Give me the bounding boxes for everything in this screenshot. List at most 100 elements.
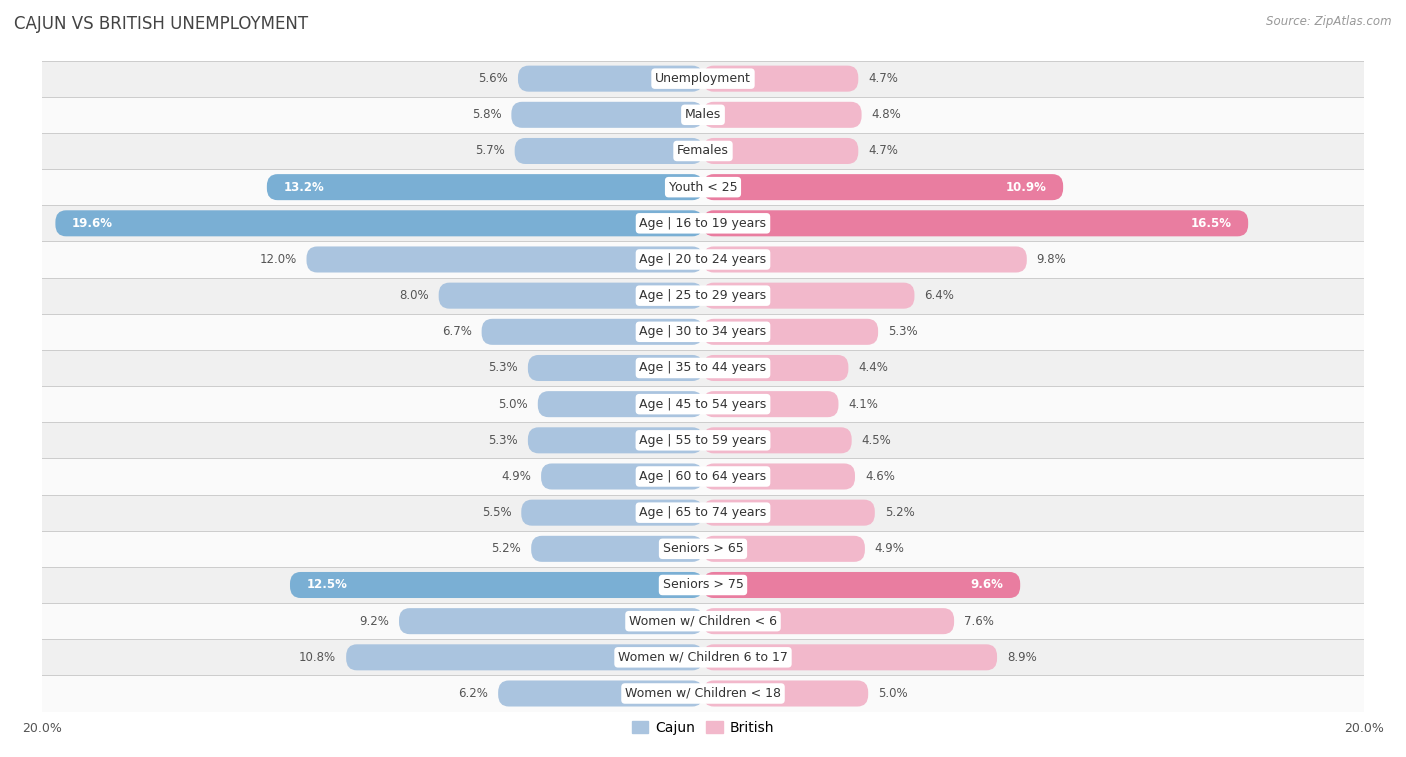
- Text: 19.6%: 19.6%: [72, 217, 112, 230]
- Text: 5.3%: 5.3%: [889, 326, 918, 338]
- Text: 5.2%: 5.2%: [884, 506, 914, 519]
- FancyBboxPatch shape: [703, 319, 879, 345]
- Text: 4.9%: 4.9%: [502, 470, 531, 483]
- Text: 6.4%: 6.4%: [924, 289, 955, 302]
- Bar: [42, 675, 1364, 712]
- FancyBboxPatch shape: [399, 608, 703, 634]
- Text: Source: ZipAtlas.com: Source: ZipAtlas.com: [1267, 15, 1392, 28]
- Text: Males: Males: [685, 108, 721, 121]
- FancyBboxPatch shape: [541, 463, 703, 490]
- Text: 5.2%: 5.2%: [492, 542, 522, 556]
- Text: 12.0%: 12.0%: [259, 253, 297, 266]
- Text: Women w/ Children < 18: Women w/ Children < 18: [626, 687, 780, 700]
- FancyBboxPatch shape: [482, 319, 703, 345]
- FancyBboxPatch shape: [346, 644, 703, 671]
- Text: 4.4%: 4.4%: [858, 362, 889, 375]
- FancyBboxPatch shape: [522, 500, 703, 525]
- Text: Age | 16 to 19 years: Age | 16 to 19 years: [640, 217, 766, 230]
- Text: 4.8%: 4.8%: [872, 108, 901, 121]
- Text: 16.5%: 16.5%: [1191, 217, 1232, 230]
- Text: 5.0%: 5.0%: [879, 687, 908, 700]
- Text: Seniors > 75: Seniors > 75: [662, 578, 744, 591]
- FancyBboxPatch shape: [267, 174, 703, 200]
- Text: Seniors > 65: Seniors > 65: [662, 542, 744, 556]
- Legend: Cajun, British: Cajun, British: [626, 715, 780, 740]
- FancyBboxPatch shape: [703, 681, 868, 706]
- Text: 6.2%: 6.2%: [458, 687, 488, 700]
- Text: 9.8%: 9.8%: [1036, 253, 1067, 266]
- Text: 5.8%: 5.8%: [472, 108, 502, 121]
- Text: 5.3%: 5.3%: [488, 362, 517, 375]
- FancyBboxPatch shape: [703, 644, 997, 671]
- Bar: [42, 350, 1364, 386]
- Text: 4.9%: 4.9%: [875, 542, 904, 556]
- Text: Age | 60 to 64 years: Age | 60 to 64 years: [640, 470, 766, 483]
- FancyBboxPatch shape: [703, 500, 875, 525]
- FancyBboxPatch shape: [527, 427, 703, 453]
- FancyBboxPatch shape: [703, 101, 862, 128]
- Text: 4.6%: 4.6%: [865, 470, 894, 483]
- Text: 5.3%: 5.3%: [488, 434, 517, 447]
- FancyBboxPatch shape: [517, 66, 703, 92]
- Text: Age | 45 to 54 years: Age | 45 to 54 years: [640, 397, 766, 410]
- Text: 4.5%: 4.5%: [862, 434, 891, 447]
- Bar: [42, 494, 1364, 531]
- Text: 8.0%: 8.0%: [399, 289, 429, 302]
- Text: Women w/ Children 6 to 17: Women w/ Children 6 to 17: [619, 651, 787, 664]
- FancyBboxPatch shape: [439, 282, 703, 309]
- Text: 6.7%: 6.7%: [441, 326, 471, 338]
- FancyBboxPatch shape: [703, 174, 1063, 200]
- FancyBboxPatch shape: [55, 210, 703, 236]
- FancyBboxPatch shape: [703, 355, 848, 381]
- Text: Females: Females: [678, 145, 728, 157]
- Text: 8.9%: 8.9%: [1007, 651, 1036, 664]
- Text: Age | 25 to 29 years: Age | 25 to 29 years: [640, 289, 766, 302]
- Text: 10.9%: 10.9%: [1005, 181, 1046, 194]
- Text: 13.2%: 13.2%: [284, 181, 325, 194]
- Text: 9.6%: 9.6%: [970, 578, 1004, 591]
- FancyBboxPatch shape: [703, 247, 1026, 273]
- FancyBboxPatch shape: [703, 463, 855, 490]
- Bar: [42, 133, 1364, 169]
- Bar: [42, 459, 1364, 494]
- FancyBboxPatch shape: [537, 391, 703, 417]
- Text: Unemployment: Unemployment: [655, 72, 751, 85]
- Bar: [42, 61, 1364, 97]
- Bar: [42, 241, 1364, 278]
- FancyBboxPatch shape: [703, 66, 858, 92]
- FancyBboxPatch shape: [498, 681, 703, 706]
- FancyBboxPatch shape: [515, 138, 703, 164]
- Text: Age | 65 to 74 years: Age | 65 to 74 years: [640, 506, 766, 519]
- Text: 5.6%: 5.6%: [478, 72, 508, 85]
- Bar: [42, 531, 1364, 567]
- FancyBboxPatch shape: [703, 536, 865, 562]
- FancyBboxPatch shape: [703, 282, 914, 309]
- Text: 9.2%: 9.2%: [360, 615, 389, 628]
- FancyBboxPatch shape: [512, 101, 703, 128]
- Text: Age | 55 to 59 years: Age | 55 to 59 years: [640, 434, 766, 447]
- Text: 12.5%: 12.5%: [307, 578, 347, 591]
- FancyBboxPatch shape: [703, 210, 1249, 236]
- Text: 10.8%: 10.8%: [299, 651, 336, 664]
- FancyBboxPatch shape: [703, 391, 838, 417]
- Bar: [42, 603, 1364, 639]
- Text: 5.7%: 5.7%: [475, 145, 505, 157]
- FancyBboxPatch shape: [703, 138, 858, 164]
- Text: 5.5%: 5.5%: [482, 506, 512, 519]
- FancyBboxPatch shape: [290, 572, 703, 598]
- Text: 5.0%: 5.0%: [498, 397, 527, 410]
- Text: 4.1%: 4.1%: [848, 397, 879, 410]
- FancyBboxPatch shape: [307, 247, 703, 273]
- Text: 4.7%: 4.7%: [868, 72, 898, 85]
- Bar: [42, 97, 1364, 133]
- Bar: [42, 567, 1364, 603]
- Text: Age | 35 to 44 years: Age | 35 to 44 years: [640, 362, 766, 375]
- Text: 4.7%: 4.7%: [868, 145, 898, 157]
- Text: CAJUN VS BRITISH UNEMPLOYMENT: CAJUN VS BRITISH UNEMPLOYMENT: [14, 15, 308, 33]
- Text: 7.6%: 7.6%: [965, 615, 994, 628]
- Bar: [42, 422, 1364, 459]
- Bar: [42, 639, 1364, 675]
- Bar: [42, 313, 1364, 350]
- Bar: [42, 386, 1364, 422]
- Text: Youth < 25: Youth < 25: [669, 181, 737, 194]
